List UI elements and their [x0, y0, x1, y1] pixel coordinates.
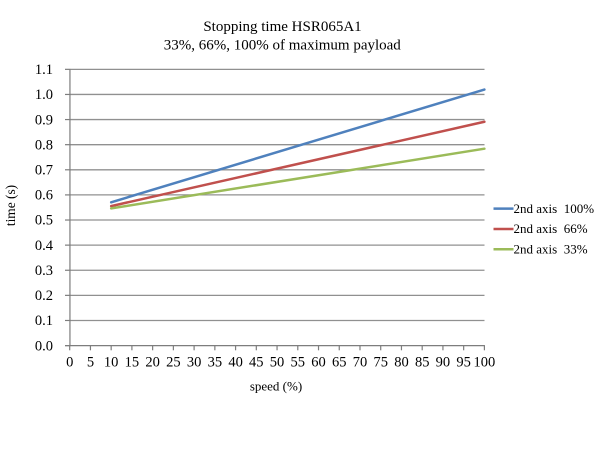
svg-text:time (s): time (s) [3, 185, 18, 226]
svg-text:95: 95 [456, 354, 471, 370]
svg-text:75: 75 [373, 354, 388, 370]
svg-text:33%, 66%, 100% of maximum payl: 33%, 66%, 100% of maximum payload [164, 37, 402, 53]
svg-text:55: 55 [291, 354, 306, 370]
svg-text:0.3: 0.3 [35, 263, 53, 279]
svg-text:90: 90 [436, 354, 451, 370]
svg-text:80: 80 [394, 354, 409, 370]
svg-text:0.4: 0.4 [35, 238, 54, 254]
svg-text:0.6: 0.6 [35, 188, 53, 204]
svg-text:100: 100 [474, 354, 496, 370]
svg-text:1.1: 1.1 [35, 62, 53, 78]
svg-text:85: 85 [415, 354, 430, 370]
svg-text:speed (%): speed (%) [250, 379, 302, 394]
svg-text:65: 65 [332, 354, 347, 370]
svg-text:0: 0 [66, 354, 73, 370]
svg-text:0.9: 0.9 [35, 112, 53, 128]
svg-text:0.8: 0.8 [35, 137, 53, 153]
svg-text:2nd axis 100%: 2nd axis 100% [514, 201, 595, 216]
svg-text:1.0: 1.0 [35, 87, 53, 103]
svg-text:35: 35 [208, 354, 223, 370]
svg-text:0.5: 0.5 [35, 213, 53, 229]
svg-text:2nd axis 33%: 2nd axis 33% [514, 242, 588, 257]
svg-text:10: 10 [104, 354, 119, 370]
svg-text:45: 45 [249, 354, 264, 370]
svg-text:30: 30 [187, 354, 202, 370]
svg-text:20: 20 [145, 354, 160, 370]
svg-text:0.1: 0.1 [35, 313, 53, 329]
svg-text:70: 70 [353, 354, 368, 370]
svg-text:15: 15 [125, 354, 140, 370]
svg-text:2nd axis 66%: 2nd axis 66% [514, 221, 588, 236]
svg-text:Stopping time HSR065A1: Stopping time HSR065A1 [203, 19, 361, 35]
svg-text:5: 5 [87, 354, 94, 370]
svg-text:0.7: 0.7 [35, 163, 53, 179]
svg-text:60: 60 [311, 354, 326, 370]
svg-text:50: 50 [270, 354, 285, 370]
svg-text:0.0: 0.0 [35, 338, 53, 354]
svg-text:40: 40 [228, 354, 243, 370]
svg-text:25: 25 [166, 354, 181, 370]
svg-text:0.2: 0.2 [35, 288, 53, 304]
